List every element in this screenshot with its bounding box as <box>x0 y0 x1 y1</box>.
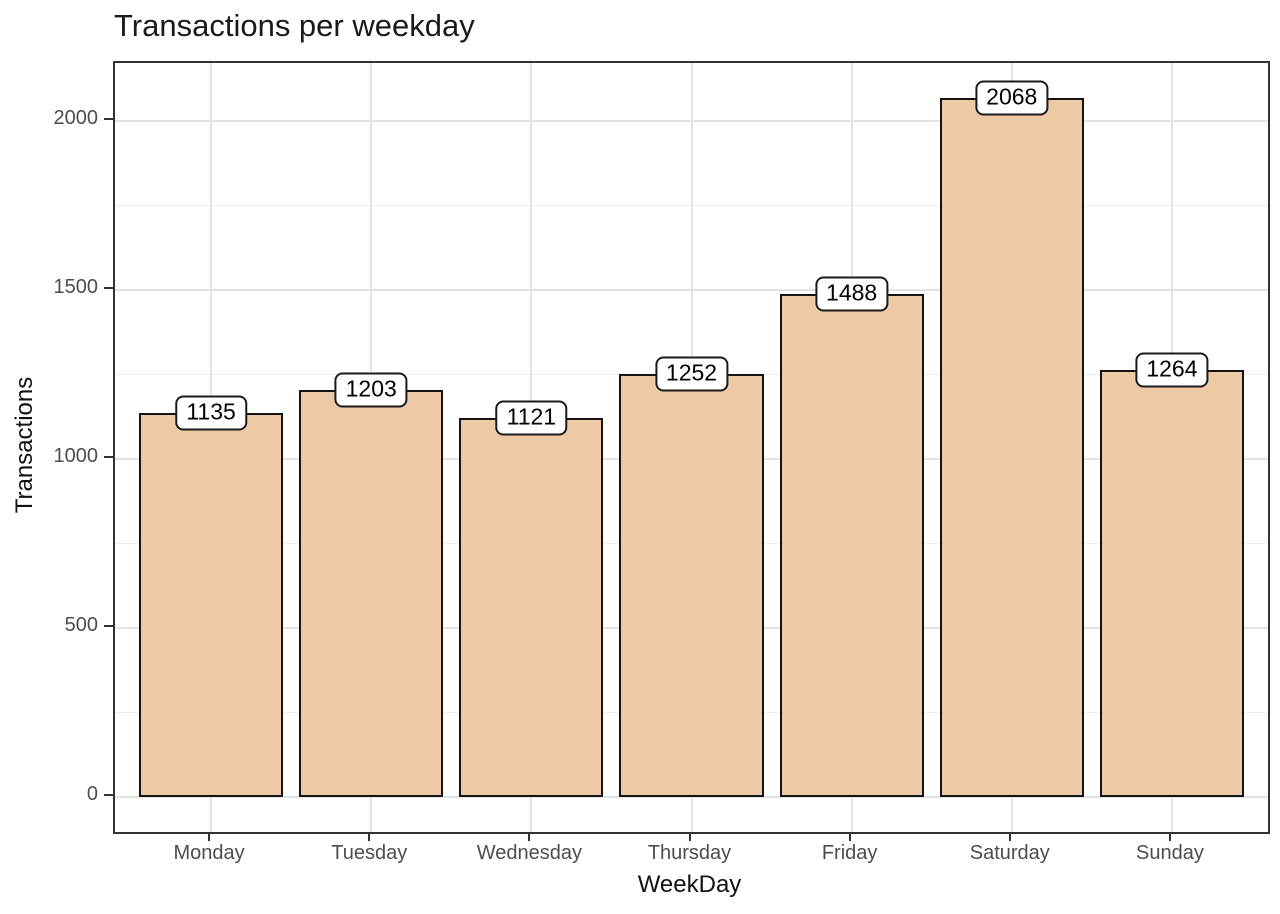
x-axis-tick <box>848 832 851 841</box>
y-axis-tick-label: 2000 <box>53 106 99 129</box>
plot-panel: 1135 1203 1121 1252 1488 2068 1264 <box>113 61 1270 834</box>
x-axis-tick <box>688 832 691 841</box>
y-axis-tick-label: 500 <box>64 614 98 637</box>
bar-wednesday <box>459 418 604 798</box>
bar-monday <box>139 413 284 798</box>
x-axis-tick-label: Sunday <box>1135 842 1204 864</box>
y-axis-tick-label: 1000 <box>53 444 99 467</box>
y-axis-tick <box>104 794 113 797</box>
bar-value-label: 1135 <box>175 395 247 431</box>
bar-value-label: 1488 <box>815 276 889 312</box>
x-axis-tick-label: Saturday <box>969 842 1050 864</box>
bar-tuesday <box>299 390 444 798</box>
chart-title: Transactions per weekday <box>114 8 475 43</box>
y-axis-tick-label: 1500 <box>53 275 99 298</box>
bar-value-label: 1121 <box>495 400 568 436</box>
y-axis-tick-label: 0 <box>86 783 98 806</box>
bar-value-label: 1264 <box>1135 352 1209 388</box>
bar-friday <box>779 294 924 798</box>
bar-thursday <box>619 373 764 798</box>
y-axis-tick <box>104 455 113 458</box>
bar-sunday <box>1099 369 1244 798</box>
x-axis-tick-label: Thursday <box>647 842 732 864</box>
y-axis-tick <box>104 625 113 628</box>
x-axis-tick-label: Friday <box>821 842 878 864</box>
bar-value-label: 1252 <box>654 356 729 392</box>
bar-saturday <box>939 97 1084 798</box>
bar-value-label: 2068 <box>975 80 1049 116</box>
x-axis-tick <box>208 832 211 841</box>
x-axis-tick <box>368 832 371 841</box>
x-axis-tick <box>1008 832 1011 841</box>
x-axis-tick <box>1168 832 1171 841</box>
x-axis-tick <box>528 832 531 841</box>
x-axis-tick-label: Wednesday <box>476 842 582 864</box>
x-axis-title: WeekDay <box>637 871 742 898</box>
x-axis-tick-label: Tuesday <box>331 842 408 864</box>
bar-value-label: 1203 <box>334 372 408 408</box>
x-axis-tick-label: Monday <box>173 842 245 864</box>
y-axis-tick <box>104 117 113 120</box>
y-axis-tick <box>104 286 113 289</box>
